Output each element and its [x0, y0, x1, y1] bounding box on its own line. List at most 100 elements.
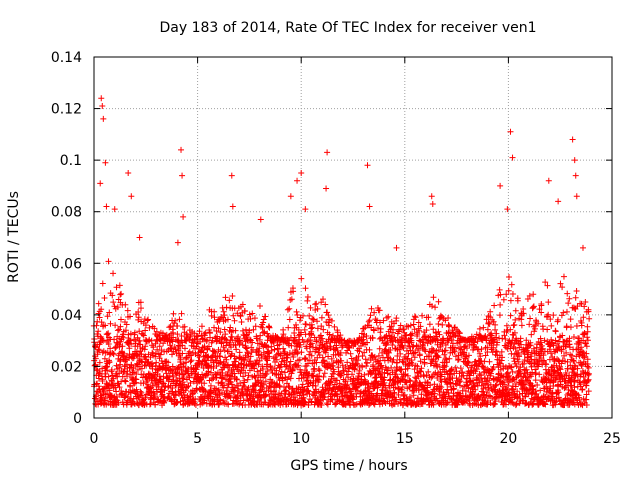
data-point [222, 336, 229, 343]
data-point [316, 367, 323, 374]
data-point [269, 370, 276, 377]
data-point [509, 290, 516, 297]
data-point [243, 345, 250, 352]
data-point [208, 369, 215, 376]
data-point [323, 400, 330, 407]
data-point [563, 308, 570, 315]
data-point [247, 353, 254, 360]
data-point [268, 347, 275, 354]
data-point [273, 367, 280, 374]
data-point [233, 376, 240, 383]
data-point [96, 359, 103, 366]
data-point [241, 307, 248, 314]
data-point [306, 351, 313, 358]
data-point [126, 313, 133, 320]
data-point [260, 381, 267, 388]
data-point [270, 339, 277, 346]
data-point [167, 345, 174, 352]
data-point [178, 310, 185, 317]
data-point [371, 327, 378, 334]
data-point [199, 371, 206, 378]
data-point [366, 346, 373, 353]
data-point [221, 312, 228, 319]
data-point [145, 316, 152, 323]
data-point [217, 348, 224, 355]
data-point [249, 339, 256, 346]
data-point-peak [178, 146, 185, 153]
data-point [306, 312, 313, 319]
data-point [307, 341, 314, 348]
data-point [328, 396, 335, 403]
data-point [508, 281, 515, 288]
data-point [110, 350, 117, 357]
data-point [328, 317, 335, 324]
data-point [285, 340, 292, 347]
data-point [107, 320, 114, 327]
data-point [266, 353, 273, 360]
data-point [295, 332, 302, 339]
data-point [305, 399, 312, 406]
data-point-peak [572, 172, 579, 179]
data-point [225, 368, 232, 375]
data-point [249, 310, 256, 317]
data-point [229, 293, 236, 300]
data-point [228, 381, 235, 388]
data-point [301, 326, 308, 333]
data-point [194, 333, 201, 340]
data-point [262, 399, 269, 406]
data-point [361, 376, 368, 383]
data-point [267, 364, 274, 371]
data-point [265, 349, 272, 356]
data-point [279, 377, 286, 384]
data-point [121, 394, 128, 401]
data-point [175, 337, 182, 344]
data-point [288, 296, 295, 303]
data-point [274, 346, 281, 353]
data-point [358, 373, 365, 380]
data-point [245, 384, 252, 391]
data-point [226, 297, 233, 304]
data-point [122, 356, 129, 363]
data-point [300, 339, 307, 346]
data-point [231, 387, 238, 394]
data-point [377, 325, 384, 332]
data-point [261, 329, 268, 336]
data-point [139, 331, 146, 338]
data-point [137, 299, 144, 306]
data-point [321, 390, 328, 397]
data-point [245, 361, 252, 368]
data-point [296, 317, 303, 324]
data-point [254, 368, 261, 375]
data-point [376, 307, 383, 314]
data-point-peak [393, 244, 400, 251]
data-point [320, 296, 327, 303]
data-point [138, 365, 145, 372]
data-point [98, 306, 105, 313]
data-point [560, 273, 567, 280]
data-point [505, 274, 512, 281]
data-point [393, 315, 400, 322]
data-point [197, 374, 204, 381]
data-point [99, 376, 106, 383]
data-point [104, 331, 111, 338]
data-point [119, 343, 126, 350]
data-point [106, 309, 113, 316]
data-point [122, 301, 129, 308]
data-point [110, 270, 117, 277]
data-point [362, 356, 369, 363]
data-point [333, 400, 340, 407]
data-point [211, 348, 218, 355]
data-point [217, 329, 224, 336]
data-point [119, 373, 126, 380]
data-point [548, 322, 555, 329]
data-point [137, 341, 144, 348]
data-point [222, 331, 229, 338]
data-point-peak [228, 172, 235, 179]
data-point [236, 400, 243, 407]
data-point [359, 363, 366, 370]
data-point [114, 327, 121, 334]
y-tick-label: 0.02 [51, 359, 82, 375]
data-point [181, 323, 188, 330]
data-point [344, 381, 351, 388]
data-point [267, 376, 274, 383]
